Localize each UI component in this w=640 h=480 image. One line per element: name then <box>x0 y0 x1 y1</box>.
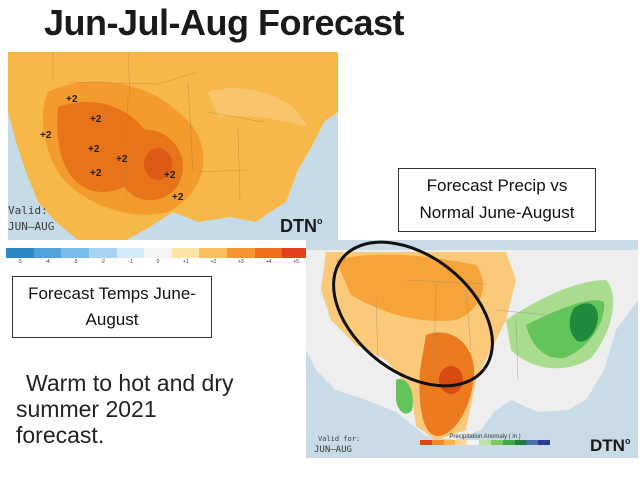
summary-line: forecast. <box>16 422 105 448</box>
scale-tick-label: +2 <box>210 259 217 265</box>
scale-swatch <box>282 248 311 258</box>
summary-text: Warm to hot and dry summer 2021 forecast… <box>16 370 296 448</box>
anomaly-label: +2 <box>40 130 52 141</box>
temperature-forecast-map: +2 +2 +2 +2 +2 +2 +2 +2 Valid: JUN—AUG D… <box>8 52 338 240</box>
anomaly-label: +2 <box>88 144 100 155</box>
highlight-ellipse <box>332 240 494 388</box>
anomaly-label: +2 <box>90 168 102 179</box>
legend-swatch <box>538 440 550 445</box>
legend-swatch <box>431 440 444 445</box>
temperature-callout-line: August <box>85 310 139 329</box>
scale-swatch <box>144 248 172 258</box>
legend-swatch <box>514 440 527 445</box>
scale-swatch <box>199 248 228 258</box>
scale-tick-label: +4 <box>265 259 272 265</box>
precipitation-forecast-map: Valid for: JUN—AUG DTNo <box>306 240 638 458</box>
precipitation-map-graphic <box>306 240 638 458</box>
scale-tick-label: 0 <box>156 259 160 265</box>
temperature-scale-bar <box>6 248 311 258</box>
summary-line: summer 2021 <box>16 396 157 422</box>
legend-swatch <box>502 440 515 445</box>
temperature-map-graphic <box>8 52 338 240</box>
scale-swatch <box>88 248 117 258</box>
scale-swatch <box>116 248 145 258</box>
scale-tick-label: -2 <box>100 259 105 265</box>
precipitation-legend: Precipitation Anomaly ( in ) <box>420 434 550 445</box>
precipitation-callout-line: Normal June-August <box>419 203 575 222</box>
scale-tick-label: -1 <box>128 259 133 265</box>
scale-tick-label: +1 <box>182 259 189 265</box>
valid-period: JUN—AUG <box>8 220 55 233</box>
scale-tick-label: -5 <box>17 259 23 265</box>
anomaly-label: +2 <box>66 94 78 105</box>
temperature-callout: Forecast Temps June- August <box>12 276 212 338</box>
scale-swatch <box>33 248 62 258</box>
anomaly-label: +2 <box>172 192 184 203</box>
legend-swatch <box>443 440 456 445</box>
precipitation-callout: Forecast Precip vs Normal June-August <box>398 168 596 232</box>
summary-line: Warm to hot and dry <box>26 370 234 396</box>
scale-swatch <box>227 248 255 258</box>
precipitation-legend-bar <box>420 440 550 445</box>
anomaly-label: +2 <box>116 154 128 165</box>
scale-swatch <box>171 248 200 258</box>
temperature-callout-line: Forecast Temps June- <box>28 284 196 303</box>
scale-tick-label: -4 <box>45 259 50 265</box>
scale-swatch <box>254 248 283 258</box>
valid-period: JUN—AUG <box>314 445 352 455</box>
dtn-logo: DTNo <box>590 436 631 455</box>
legend-swatch <box>455 440 468 445</box>
legend-swatch <box>420 440 432 445</box>
scale-tick-label: -3 <box>72 259 78 265</box>
anomaly-label: +2 <box>90 114 102 125</box>
temperature-scale-labels: -5 -4 -3 -2 -1 0 +1 +2 +3 +4 +5 <box>6 259 310 265</box>
valid-label: Valid for: <box>318 435 361 443</box>
anomaly-label: +2 <box>164 170 176 181</box>
slide-title: Jun-Jul-Aug Forecast <box>44 2 405 43</box>
dtn-logo: DTNo <box>280 216 323 236</box>
scale-tick-label: +3 <box>238 259 244 265</box>
legend-swatch <box>479 440 491 445</box>
scale-tick-label: +5 <box>293 259 300 265</box>
precipitation-callout-line: Forecast Precip vs <box>426 176 568 195</box>
legend-swatch <box>490 440 503 445</box>
scale-swatch <box>6 248 34 258</box>
legend-swatch <box>467 440 480 445</box>
legend-swatch <box>526 440 539 445</box>
scale-swatch <box>61 248 89 258</box>
valid-label: Valid: <box>8 204 48 217</box>
precipitation-legend-title: Precipitation Anomaly ( in ) <box>449 434 521 440</box>
